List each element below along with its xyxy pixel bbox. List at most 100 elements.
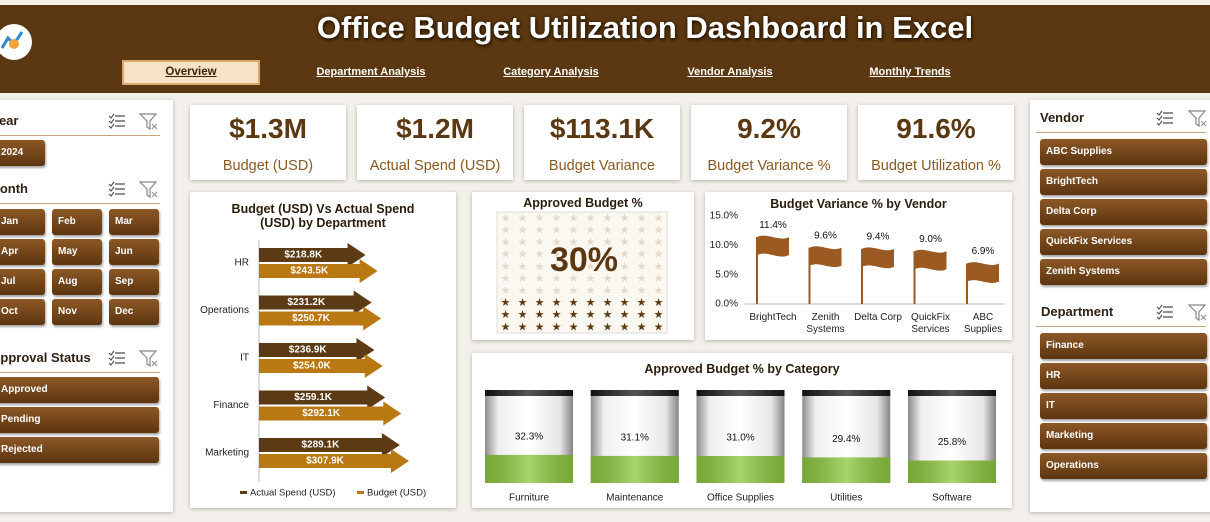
waffle-cell: ★	[603, 237, 613, 249]
icon-check	[1156, 120, 1163, 126]
slicer-button[interactable]: IT	[1040, 393, 1207, 419]
icon-check	[108, 181, 115, 187]
slicer-button[interactable]: Nov	[52, 299, 102, 325]
slicer-button[interactable]: May	[52, 239, 102, 265]
slicer-title: Year	[0, 113, 19, 128]
y-tick-label: 10.0%	[710, 240, 738, 251]
slicer-button[interactable]: 2024	[0, 140, 45, 166]
waffle-cell: ★	[552, 249, 562, 261]
flag-bar	[966, 262, 999, 304]
category-label: Operations	[200, 305, 249, 316]
multi-select-icon[interactable]	[108, 113, 126, 129]
multi-select-icon[interactable]	[1156, 304, 1174, 320]
slicer-button[interactable]: HR	[1040, 363, 1207, 389]
slicer-rule	[0, 203, 160, 204]
value-label: $307.9K	[306, 456, 345, 467]
kpi-value: $1.2M	[396, 113, 474, 144]
slicer-button[interactable]: ABC Supplies	[1040, 139, 1207, 165]
value-label: 31.0%	[726, 433, 754, 444]
y-tick-label: 15.0%	[710, 211, 738, 222]
waffle-cell: ★	[552, 297, 562, 309]
waffle-cell: ★	[654, 297, 664, 309]
nav-tab[interactable]: Overview	[122, 60, 260, 85]
slicer-button[interactable]: Apr	[0, 239, 45, 265]
gauge-rim	[696, 390, 785, 396]
dashboard-title: Office Budget Utilization Dashboard in E…	[316, 10, 974, 45]
slicer-button[interactable]: Jun	[109, 239, 159, 265]
slicer-button[interactable]: Aug	[52, 269, 102, 295]
waffle-cell: ★	[620, 225, 630, 237]
bar-arrow	[259, 433, 400, 457]
slicer-title: Vendor	[1040, 110, 1085, 125]
slicer-button[interactable]: Feb	[52, 209, 102, 235]
waffle-cell: ★	[518, 225, 528, 237]
slicer-button[interactable]: Marketing	[1040, 423, 1207, 449]
waffle-cell: ★	[637, 237, 647, 249]
bar-arrow	[259, 385, 386, 410]
slicer-button[interactable]: Finance	[1040, 333, 1207, 359]
legend-marker	[240, 491, 247, 494]
waffle-cell: ★	[535, 237, 545, 249]
clear-filter-icon[interactable]	[139, 181, 159, 199]
clear-filter-icon[interactable]	[139, 113, 159, 131]
clear-filter-icon[interactable]	[1188, 304, 1208, 322]
waffle-cell: ★	[603, 297, 613, 309]
slicer-button[interactable]: Oct	[0, 299, 45, 325]
waffle-cell: ★	[501, 297, 511, 309]
waffle-cell: ★	[654, 249, 664, 261]
waffle-cell: ★	[654, 212, 664, 224]
icon-check	[108, 123, 115, 129]
nav-tab[interactable]: Monthly Trends	[869, 66, 951, 78]
waffle-cell: ★	[586, 321, 596, 333]
chart-title: Budget (USD) Vs Actual Spend (USD) by De…	[231, 202, 415, 230]
waffle-cell: ★	[569, 212, 579, 224]
icon-check	[108, 118, 115, 124]
nav-tab[interactable]: Vendor Analysis	[687, 66, 773, 78]
kpi-card: $1.3M Budget (USD)	[190, 105, 346, 180]
waffle-cell: ★	[501, 225, 511, 237]
slicer-title: Department	[1041, 304, 1114, 319]
nav-tab[interactable]: Category Analysis	[503, 66, 599, 78]
waffle-cell: ★	[535, 261, 545, 273]
slicer-button[interactable]: BrightTech	[1040, 169, 1207, 195]
clear-filter-icon[interactable]	[1188, 110, 1208, 128]
waffle-cell: ★	[620, 273, 630, 285]
value-label: $254.0K	[293, 361, 332, 372]
slicer-button[interactable]: QuickFix Services	[1040, 229, 1207, 255]
multi-select-icon[interactable]	[108, 350, 126, 366]
slicer-button[interactable]: Dec	[109, 299, 159, 325]
category-label: Utilities	[830, 493, 862, 504]
value-label: 29.4%	[832, 434, 860, 445]
value-label: 9.4%	[867, 231, 890, 242]
waffle-cell: ★	[620, 237, 630, 249]
waffle-cell: ★	[535, 321, 545, 333]
waffle-cell: ★	[603, 212, 613, 224]
slicer-button[interactable]: Delta Corp	[1040, 199, 1207, 225]
icon-check	[108, 360, 115, 366]
slicer-button[interactable]: Jul	[0, 269, 45, 295]
slicer-rule	[0, 372, 160, 373]
slicer-button[interactable]: Zenith Systems	[1040, 259, 1207, 285]
clear-filter-icon[interactable]	[139, 350, 159, 368]
waffle-cell: ★	[637, 285, 647, 297]
slicer-button[interactable]: Pending	[0, 407, 159, 433]
multi-select-icon[interactable]	[1156, 110, 1174, 126]
waffle-cell: ★	[552, 212, 562, 224]
slicer-button[interactable]: Rejected	[0, 437, 159, 463]
value-label: $243.5K	[290, 266, 329, 277]
slicer-button[interactable]: Mar	[109, 209, 159, 235]
slicer-button[interactable]: Approved	[0, 377, 159, 403]
waffle-cell: ★	[552, 309, 562, 321]
multi-select-icon[interactable]	[108, 181, 126, 197]
chart-panel: 32.3% Furniture 31.1% Maintenance 31.0% Offic…	[472, 353, 1012, 508]
slicer-button[interactable]: Operations	[1040, 453, 1207, 479]
waffle-cell: ★	[518, 309, 528, 321]
waffle-cell: ★	[569, 249, 579, 261]
nav-tab[interactable]: Department Analysis	[316, 66, 426, 78]
slicer-button[interactable]: Jan	[0, 209, 45, 235]
waffle-cell: ★	[620, 261, 630, 273]
waffle-cell: ★	[569, 237, 579, 249]
chart-title: Approved Budget % by Category	[644, 362, 840, 376]
logo-dot	[9, 39, 19, 49]
slicer-button[interactable]: Sep	[109, 269, 159, 295]
